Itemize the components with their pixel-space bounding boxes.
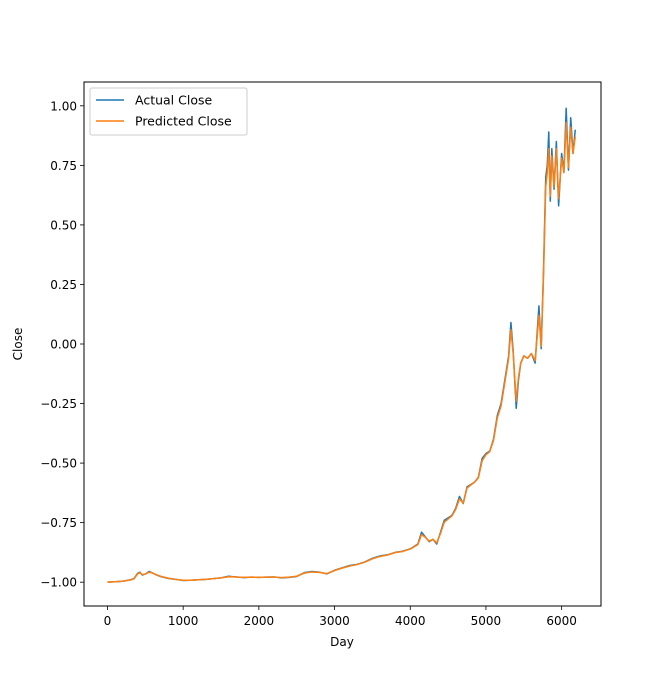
y-tick-label: 0.25	[50, 278, 77, 292]
legend-label-actual-close: Actual Close	[135, 93, 212, 108]
x-tick-label: 5000	[471, 614, 502, 628]
x-tick-label: 2000	[244, 614, 275, 628]
x-tick-label: 1000	[168, 614, 199, 628]
legend-label-predicted-close: Predicted Close	[135, 114, 232, 129]
y-tick-label: 1.00	[50, 99, 77, 113]
series-line-predicted-close	[107, 121, 577, 583]
y-tick-label: −0.50	[40, 457, 77, 471]
x-tick-label: 3000	[319, 614, 350, 628]
y-tick-label: 0.75	[50, 159, 77, 173]
y-tick-label: 0.50	[50, 218, 77, 232]
legend-box	[89, 87, 248, 136]
legend: Actual Close Predicted Close	[89, 87, 248, 136]
x-axis: 0 1000 2000 3000 4000 5000 6000	[104, 606, 577, 628]
y-tick-label: −1.00	[40, 576, 77, 590]
y-tick-label: −0.75	[40, 516, 77, 530]
x-tick-label: 4000	[395, 614, 426, 628]
x-tick-label: 6000	[546, 614, 577, 628]
x-axis-label: Day	[330, 635, 354, 649]
y-axis: 1.00 0.75 0.50 0.25 0.00 −0.25 −0.50 −0.75 −1.00	[40, 99, 84, 590]
y-tick-label: −0.25	[40, 397, 77, 411]
y-axis-label: Close	[11, 328, 25, 361]
x-tick-label: 0	[104, 614, 112, 628]
y-tick-label: 0.00	[50, 338, 77, 352]
series-layer	[107, 107, 577, 583]
